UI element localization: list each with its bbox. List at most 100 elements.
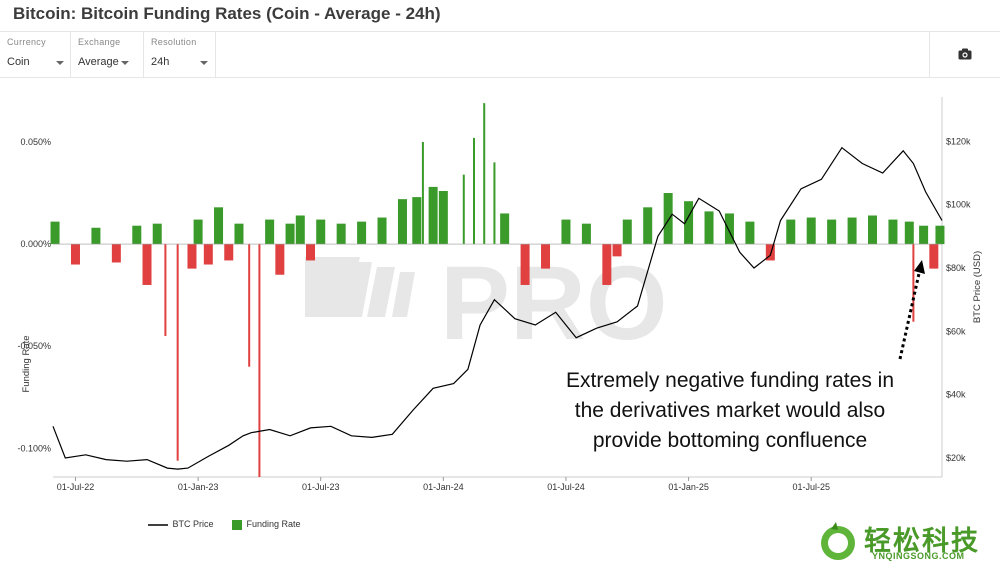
left-axis: 0.050% 0.000% -0.050% -0.100%: [17, 137, 51, 453]
funding-bar: [316, 219, 326, 245]
funding-bar: [847, 217, 857, 245]
exchange-select[interactable]: Exchange Average: [71, 32, 144, 77]
funding-bar: [397, 199, 407, 245]
legend-item-price[interactable]: BTC Price: [148, 519, 214, 529]
funding-bar: [377, 217, 387, 245]
left-tick-label: -0.050%: [17, 341, 51, 351]
funding-bar: [912, 244, 915, 322]
funding-bar: [806, 217, 816, 245]
chevron-down-icon: [56, 61, 64, 65]
right-tick-label: $80k: [946, 263, 966, 273]
right-tick-label: $40k: [946, 390, 966, 400]
square-swatch-icon: [232, 519, 242, 530]
currency-select[interactable]: Currency Coin: [0, 32, 71, 77]
controls-bar: Currency Coin Exchange Average Resolutio…: [0, 31, 1000, 78]
funding-bar: [612, 244, 622, 257]
right-tick-label: $100k: [946, 200, 971, 210]
funding-bar: [306, 244, 316, 261]
x-axis: 01-Jul-22 01-Jan-23 01-Jul-23 01-Jan-24 01-J…: [57, 477, 830, 492]
funding-bar: [152, 223, 162, 245]
funding-bar: [888, 219, 898, 245]
funding-bar: [786, 219, 796, 245]
funding-bar: [265, 219, 275, 245]
funding-bar: [412, 197, 422, 245]
funding-bar: [50, 221, 60, 245]
exchange-label: Exchange: [78, 37, 121, 47]
funding-bar: [500, 213, 510, 245]
x-tick-label: 01-Jan-24: [423, 482, 464, 492]
legend-item-funding[interactable]: Funding Rate: [232, 519, 301, 530]
funding-bar: [622, 219, 632, 245]
plot-frame: [53, 97, 943, 478]
funding-bar: [224, 244, 234, 261]
funding-bar: [704, 211, 714, 245]
annotation-line-2: the derivatives market would also: [575, 399, 885, 422]
currency-label: Currency: [7, 37, 46, 47]
funding-bar: [295, 215, 305, 245]
camera-icon: [958, 48, 972, 60]
funding-bar: [248, 244, 251, 367]
funding-bar: [663, 193, 673, 245]
funding-bar: [765, 244, 775, 261]
funding-bar: [581, 223, 591, 245]
resolution-select[interactable]: Resolution 24h: [144, 32, 216, 77]
x-tick-label: 01-Jul-25: [792, 482, 830, 492]
funding-bar: [520, 244, 530, 285]
funding-bar: [214, 207, 224, 245]
price-line-layer: [52, 146, 943, 470]
legend-price-label: BTC Price: [172, 519, 214, 529]
annotation-arrow: [898, 268, 922, 360]
funding-bar: [643, 207, 653, 245]
funding-bar: [91, 227, 101, 245]
funding-bar: [275, 244, 285, 275]
funding-bar: [421, 141, 424, 245]
logo-en-text: YNQINGSONG.COM: [872, 551, 965, 561]
site-logo: 轻松科技 YNQINGSONG.COM: [812, 519, 1000, 563]
right-axis-label: BTC Price (USD): [972, 251, 983, 323]
logo-cn-text: 轻松科技: [864, 526, 980, 556]
funding-bar: [919, 225, 929, 245]
funding-bar: [462, 174, 465, 245]
screenshot-button[interactable]: [929, 32, 1000, 77]
funding-bar: [428, 186, 438, 245]
watermark-text: PRO: [440, 245, 668, 362]
watermark-logo-icon: [305, 257, 415, 317]
funding-bar: [935, 225, 945, 245]
funding-bar: [684, 201, 694, 245]
funding-bar: [904, 221, 914, 245]
funding-bar: [493, 162, 496, 245]
funding-bar: [142, 244, 152, 285]
right-tick-label: $120k: [946, 136, 971, 146]
funding-rate-bars: [50, 103, 945, 477]
chevron-down-icon: [121, 61, 129, 65]
x-tick-label: 01-Jul-23: [302, 482, 340, 492]
annotation-line-3: provide bottoming confluence: [593, 429, 867, 452]
line-swatch-icon: [148, 523, 168, 526]
x-tick-label: 01-Jul-22: [57, 482, 95, 492]
right-axis: $120k $100k $80k $60k $40k $20k: [946, 136, 971, 463]
left-axis-label: Funding Rate: [21, 335, 32, 392]
funding-bar: [929, 244, 939, 269]
funding-bar: [724, 213, 734, 245]
funding-bar: [472, 137, 475, 245]
funding-bar: [203, 244, 213, 265]
currency-value: Coin: [7, 56, 30, 68]
funding-bar: [164, 244, 167, 337]
left-tick-label: -0.100%: [17, 443, 51, 453]
resolution-value: 24h: [151, 56, 170, 68]
right-tick-label: $60k: [946, 326, 966, 336]
funding-bar: [111, 244, 121, 263]
funding-bar: [357, 221, 367, 245]
logo-badge-icon: [821, 522, 855, 560]
funding-bar: [541, 244, 551, 269]
funding-rate-chart: PRO 0.050% 0.000% -0.050% -0.100% $120k $100…: [17, 97, 983, 492]
left-tick-label: 0.000%: [20, 239, 51, 249]
funding-bar: [483, 103, 486, 245]
exchange-value: Average: [78, 56, 119, 68]
funding-bar: [561, 219, 571, 245]
funding-bar: [187, 244, 197, 269]
funding-bar: [827, 219, 837, 245]
funding-bar: [745, 221, 755, 245]
funding-bar: [258, 244, 261, 477]
x-tick-label: 01-Jul-24: [547, 482, 585, 492]
